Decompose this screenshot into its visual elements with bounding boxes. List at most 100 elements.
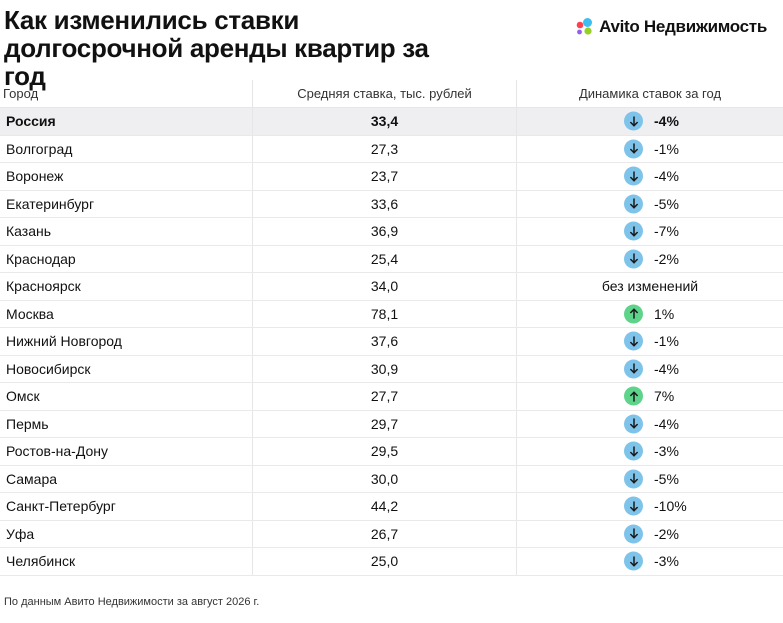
- table-row: Москва 78,1 1%: [0, 300, 783, 328]
- rate-value: 44,2: [253, 493, 517, 520]
- rate-value: 33,4: [253, 108, 517, 135]
- change-percent: -7%: [654, 223, 679, 240]
- rate-value: 29,5: [253, 438, 517, 465]
- no-change-label: без изменений: [601, 278, 699, 295]
- arrow-down-icon: [624, 414, 643, 434]
- change-percent: 1%: [654, 305, 675, 322]
- table-row: Пермь 29,7 -4%: [0, 410, 783, 438]
- table-row: Россия 33,4 -4%: [0, 108, 783, 136]
- rate-value: 25,0: [253, 548, 517, 575]
- table-row: Санкт-Петербург 44,2 -10%: [0, 493, 783, 521]
- rate-value: 30,0: [253, 465, 517, 492]
- dynamics-cell: -4%: [517, 356, 783, 383]
- change-percent: -2%: [654, 525, 679, 542]
- arrow-down-icon: [624, 469, 643, 489]
- rate-value: 33,6: [253, 190, 517, 217]
- rate-value: 78,1: [253, 300, 517, 327]
- arrow-down-icon: [624, 331, 643, 351]
- dynamics-cell: -4%: [517, 163, 783, 190]
- brand-name: Avito Недвижимость: [599, 17, 767, 36]
- table-row: Казань 36,9 -7%: [0, 218, 783, 246]
- arrow-down-icon: [624, 166, 643, 186]
- rate-value: 36,9: [253, 218, 517, 245]
- dynamics-cell: без изменений: [517, 273, 783, 300]
- dynamics-cell: -5%: [517, 191, 783, 218]
- change-percent: -4%: [654, 168, 679, 185]
- change-percent: -5%: [654, 195, 679, 212]
- city-cell: Санкт-Петербург: [0, 493, 253, 520]
- change-percent: -1%: [654, 333, 679, 350]
- city-cell: Россия: [0, 108, 253, 135]
- arrow-up-icon: [624, 386, 643, 406]
- change-percent: -5%: [654, 470, 679, 487]
- city-cell: Воронеж: [0, 163, 253, 190]
- city-cell: Пермь: [0, 410, 253, 437]
- dynamics-cell: -4%: [517, 108, 783, 135]
- dynamics-cell: 7%: [517, 383, 783, 410]
- arrow-down-icon: [624, 496, 643, 516]
- dynamics-cell: -4%: [517, 411, 783, 438]
- column-header-dynamics: Динамика ставок за год: [578, 86, 722, 101]
- dynamics-cell: -7%: [517, 218, 783, 245]
- arrow-down-icon: [624, 221, 643, 241]
- city-cell: Нижний Новгород: [0, 328, 253, 355]
- rate-value: 29,7: [253, 410, 517, 437]
- city-cell: Екатеринбург: [0, 190, 253, 217]
- arrow-down-icon: [624, 139, 643, 159]
- table-row: Красноярск 34,0 без изменений: [0, 273, 783, 301]
- change-percent: -4%: [654, 415, 679, 432]
- rate-value: 26,7: [253, 520, 517, 547]
- table-row: Челябинск 25,0 -3%: [0, 548, 783, 576]
- rate-value: 37,6: [253, 328, 517, 355]
- arrow-down-icon: [624, 441, 643, 461]
- change-percent: -3%: [654, 553, 679, 570]
- change-percent: -2%: [654, 250, 679, 267]
- city-cell: Новосибирск: [0, 355, 253, 382]
- change-percent: 7%: [654, 388, 675, 405]
- change-percent: -10%: [654, 498, 687, 515]
- city-cell: Уфа: [0, 520, 253, 547]
- dynamics-cell: -3%: [517, 438, 783, 465]
- city-cell: Казань: [0, 218, 253, 245]
- table-row: Воронеж 23,7 -4%: [0, 163, 783, 191]
- arrow-down-icon: [624, 249, 643, 269]
- table-header: Город Средняя ставка, тыс. рублей Динами…: [0, 80, 783, 108]
- city-cell: Челябинск: [0, 548, 253, 575]
- city-cell: Краснодар: [0, 245, 253, 272]
- table-row: Нижний Новгород 37,6 -1%: [0, 328, 783, 356]
- dynamics-cell: -2%: [517, 246, 783, 273]
- table-row: Новосибирск 30,9 -4%: [0, 355, 783, 383]
- avito-logo-icon: [576, 18, 593, 35]
- city-cell: Красноярск: [0, 273, 253, 300]
- dynamics-cell: 1%: [517, 301, 783, 328]
- dynamics-cell: -1%: [517, 136, 783, 163]
- arrow-down-icon: [624, 551, 643, 571]
- rate-value: 27,3: [253, 135, 517, 162]
- dynamics-cell: -5%: [517, 466, 783, 493]
- change-percent: -3%: [654, 443, 679, 460]
- dynamics-cell: -3%: [517, 548, 783, 575]
- table-row: Уфа 26,7 -2%: [0, 520, 783, 548]
- column-header-city: Город: [0, 80, 253, 107]
- dynamics-cell: -1%: [517, 328, 783, 355]
- arrow-down-icon: [624, 359, 643, 379]
- rate-value: 23,7: [253, 163, 517, 190]
- arrow-up-icon: [624, 304, 643, 324]
- table-row: Омск 27,7 7%: [0, 383, 783, 411]
- city-cell: Москва: [0, 300, 253, 327]
- table-body: Россия 33,4 -4% Волгоград 27,3 -1% Воронеж 23,7…: [0, 108, 783, 576]
- table-row: Краснодар 25,4 -2%: [0, 245, 783, 273]
- page-title: Как изменились ставки долгосрочной аренд…: [4, 5, 429, 91]
- table-row: Екатеринбург 33,6 -5%: [0, 190, 783, 218]
- column-header-rate: Средняя ставка, тыс. рублей: [253, 80, 517, 107]
- arrow-down-icon: [624, 524, 643, 544]
- rate-value: 25,4: [253, 245, 517, 272]
- arrow-down-icon: [624, 194, 643, 214]
- change-percent: -4%: [654, 113, 679, 130]
- table-row: Самара 30,0 -5%: [0, 465, 783, 493]
- dynamics-cell: -10%: [517, 493, 783, 520]
- rate-value: 34,0: [253, 273, 517, 300]
- change-percent: -4%: [654, 360, 679, 377]
- city-cell: Волгоград: [0, 135, 253, 162]
- dynamics-cell: -2%: [517, 521, 783, 548]
